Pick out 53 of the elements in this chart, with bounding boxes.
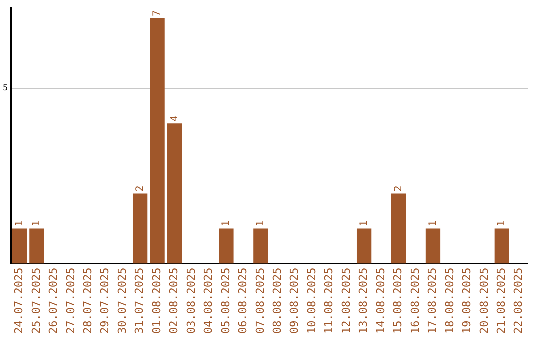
bar — [356, 228, 372, 264]
x-tick-label: 21.08.2025 — [495, 268, 508, 334]
bar — [426, 228, 441, 264]
bar — [150, 18, 165, 264]
bar — [30, 228, 44, 264]
x-tick-label: 24.07.2025 — [12, 268, 26, 334]
x-tick-label: 12.08.2025 — [340, 268, 353, 334]
data-label: 1 — [256, 220, 267, 227]
x-tick-label: 10.08.2025 — [305, 268, 318, 334]
data-label: 1 — [428, 220, 439, 227]
x-tick-label: 22.08.2025 — [512, 268, 526, 334]
bar — [132, 194, 148, 264]
x-tick-label: 18.08.2025 — [443, 268, 456, 334]
x-tick-label: 15.08.2025 — [392, 268, 405, 334]
x-tick-label: 29.07.2025 — [98, 268, 112, 334]
x-tick-label: 09.08.2025 — [288, 268, 302, 334]
x-tick-label: 01.08.2025 — [150, 268, 164, 334]
bar — [12, 228, 28, 264]
x-tick-label: 17.08.2025 — [426, 268, 440, 334]
x-tick-label: 05.08.2025 — [219, 268, 232, 334]
x-tick-label: 08.08.2025 — [271, 268, 284, 334]
x-tick-label: 13.08.2025 — [357, 268, 370, 334]
data-label: 4 — [169, 116, 180, 122]
data-label: 1 — [32, 220, 43, 227]
data-label: 1 — [221, 220, 232, 227]
x-tick-label: 04.08.2025 — [202, 268, 216, 334]
data-label: 2 — [134, 186, 146, 192]
data-label: 1 — [14, 220, 26, 227]
x-tick-label: 06.08.2025 — [236, 268, 250, 334]
bar — [167, 124, 182, 264]
x-tick-label: 16.08.2025 — [408, 268, 422, 334]
data-label: 7 — [152, 10, 164, 17]
bar — [494, 228, 510, 264]
x-tick-label: 02.08.2025 — [168, 268, 181, 334]
data-label: 1 — [496, 220, 508, 227]
x-tick-label: 26.07.2025 — [47, 268, 60, 334]
x-tick-label: 07.08.2025 — [254, 268, 267, 334]
data-label: 1 — [358, 220, 370, 227]
x-tick-label: 11.08.2025 — [322, 268, 336, 334]
x-tick-label: 27.07.2025 — [64, 268, 78, 334]
x-tick-label: 14.08.2025 — [374, 268, 388, 334]
x-tick-label: 25.07.2025 — [30, 268, 43, 334]
x-tick-label: 19.08.2025 — [460, 268, 474, 334]
x-tick-label: 30.07.2025 — [116, 268, 129, 334]
bar — [254, 228, 268, 264]
x-tick-label: 20.08.2025 — [478, 268, 491, 334]
x-tick-label: 31.07.2025 — [133, 268, 146, 334]
data-label: 2 — [393, 186, 404, 192]
x-tick-label: 03.08.2025 — [184, 268, 198, 334]
y-tick-label: 5 — [2, 84, 8, 93]
x-tick-label: 28.07.2025 — [81, 268, 94, 334]
bar — [219, 228, 234, 264]
bar — [391, 194, 406, 264]
